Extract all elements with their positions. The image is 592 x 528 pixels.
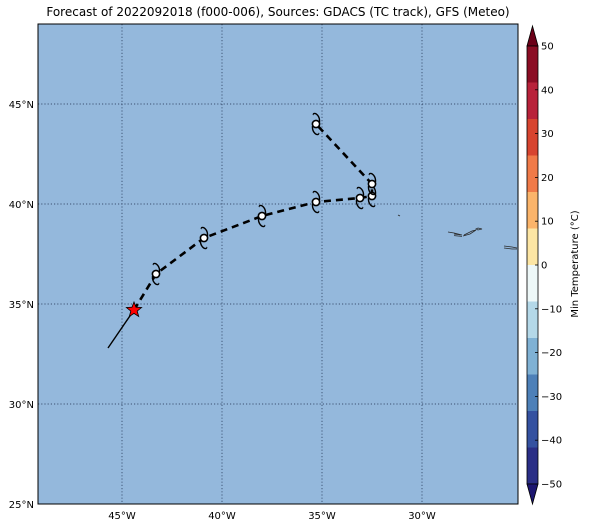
island-outline (447, 231, 463, 236)
colorbar-tick-label: −10 (541, 304, 562, 315)
colorbar-tick-label: −40 (541, 436, 562, 447)
colorbar-tick-label: 10 (541, 217, 554, 228)
colorbar-over-arrow (526, 24, 539, 47)
storm-track (107, 112, 377, 349)
colorbar-segment (527, 119, 538, 156)
island-outline (453, 235, 463, 237)
colorbar-segment (527, 301, 538, 339)
colorbar-tick-label: 50 (541, 42, 554, 53)
azores-islands (397, 214, 518, 250)
hurricane-symbol-icon (367, 172, 377, 196)
hurricane-symbol-icon (257, 204, 267, 228)
colorbar-label: Min Temperature (°C) (570, 210, 581, 317)
hurricane-symbol-icon (151, 262, 161, 286)
colorbar-ticks: 50 40 30 20 10 0 −10 −20 −30 −40 −50 (535, 42, 562, 491)
colorbar-under-arrow (526, 483, 539, 506)
hurricane-symbol-icon (355, 186, 365, 210)
ocean-background (38, 24, 518, 504)
colorbar-tick-label: 30 (541, 129, 554, 140)
colorbar-segment (527, 82, 538, 120)
island-outline (462, 229, 477, 237)
colorbar-tick-label: 40 (541, 85, 554, 96)
colorbar-segments (526, 24, 539, 506)
lon-tick-label: 40°W (208, 511, 236, 522)
colorbar-segment (527, 338, 538, 375)
hurricane-symbol-icon (199, 226, 209, 250)
hurricane-symbol-icon (311, 190, 321, 214)
colorbar-tick-label: −30 (541, 392, 562, 403)
lat-tick-label: 40°N (9, 200, 34, 211)
colorbar-segment (527, 155, 538, 193)
colorbar-segment (527, 411, 538, 448)
colorbar-segment (527, 447, 538, 485)
colorbar-tick-label: 20 (541, 173, 554, 184)
island-outline (475, 227, 483, 231)
axis-tick-labels: 45°W 40°W 35°W 30°W 45°N 40°N 35°N 30°N 25°N (9, 100, 436, 522)
map-frame (37, 23, 519, 505)
lon-tick-label: 35°W (308, 511, 336, 522)
island-outline (503, 245, 518, 249)
star-icon (125, 300, 143, 318)
island-outline (503, 247, 517, 250)
colorbar-segment (527, 228, 538, 266)
colorbar-segment (527, 46, 538, 83)
lat-tick-label: 30°N (9, 400, 34, 411)
lon-tick-label: 30°W (408, 511, 436, 522)
hurricane-symbol-icon (311, 112, 321, 136)
lat-tick-label: 35°N (9, 300, 34, 311)
map-title: Forecast of 2022092018 (f000-006), Sourc… (46, 5, 510, 19)
colorbar-tick-label: −50 (541, 480, 562, 491)
temperature-colorbar: 50 40 30 20 10 0 −10 −20 −30 −40 −50 Min Temperatu… (526, 24, 581, 506)
map-panel: 45°W 40°W 35°W 30°W 45°N 40°N 35°N 30°N 25°N (9, 23, 519, 522)
colorbar-segment (527, 192, 538, 229)
colorbar-segment (527, 374, 538, 412)
lon-tick-label: 45°W (108, 511, 136, 522)
colorbar-tick-label: −20 (541, 348, 562, 359)
lat-tick-label: 45°N (9, 100, 34, 111)
island-outline (397, 214, 401, 217)
lat-tick-label: 25°N (9, 500, 34, 511)
colorbar-segment (527, 265, 538, 302)
colorbar-tick-label: 0 (541, 261, 547, 272)
